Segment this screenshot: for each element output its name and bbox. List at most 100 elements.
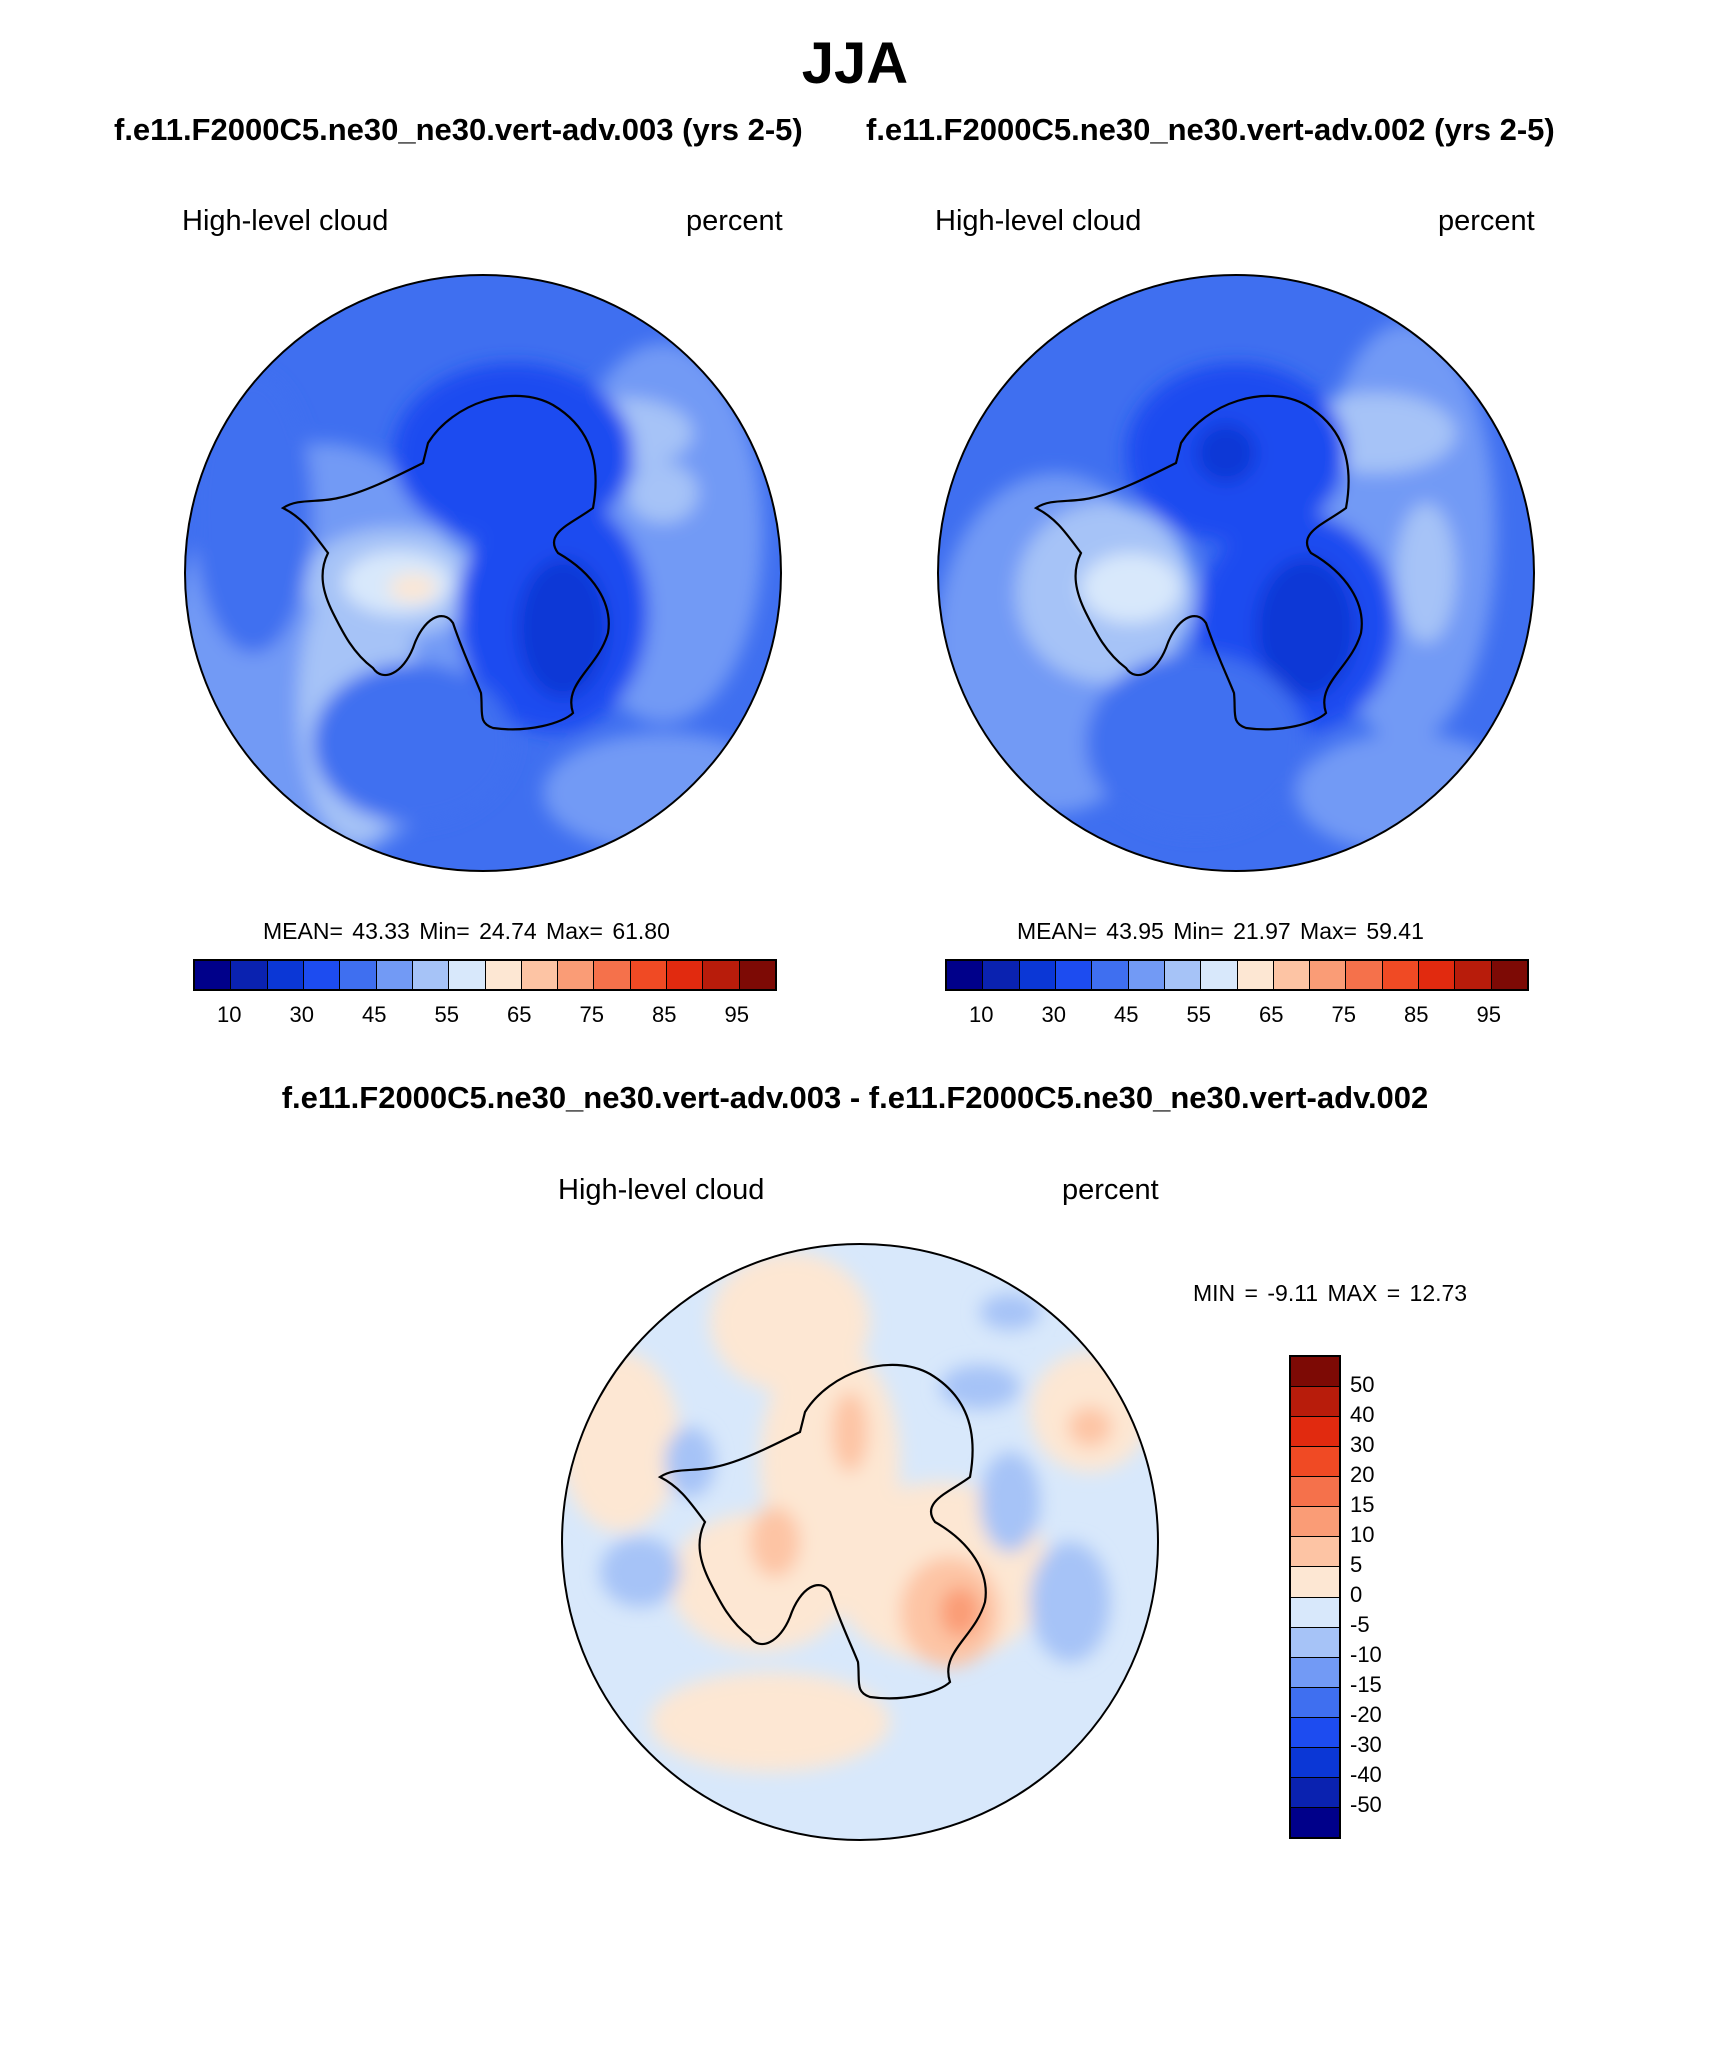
colorbar-case2-swatch	[1164, 961, 1202, 989]
colorbar-case1-tick-label: 55	[434, 1002, 459, 1027]
colorbar-case1-tick-label: 85	[652, 1002, 677, 1027]
colorbar-case2-swatch	[1273, 961, 1311, 989]
colorbar-difference-swatch	[1291, 1777, 1339, 1808]
colorbar-difference-tick-label: 20	[1350, 1462, 1375, 1487]
colorbar-case1-tick-label: 10	[217, 1002, 242, 1027]
colorbar-difference-swatch	[1291, 1687, 1339, 1718]
colorbar-case1-swatch	[739, 961, 775, 989]
colorbar-case1-tick-label: 65	[507, 1002, 532, 1027]
colorbar-difference-swatch	[1291, 1747, 1339, 1778]
colorbar-case1-swatch	[195, 961, 232, 989]
colorbar-difference-tick-label: 5	[1350, 1552, 1363, 1577]
colorbar-difference	[1289, 1355, 1341, 1839]
colorbar-case2-ticks: 10 30 45 55 65 75 85 95	[945, 1002, 1525, 1030]
colorbar-case2-swatch	[1491, 961, 1527, 989]
map-difference	[561, 1243, 1159, 1841]
colorbar-difference-tick-label: 0	[1350, 1582, 1363, 1607]
map-case1-field	[185, 275, 781, 871]
colorbar-case2-tick-label: 75	[1331, 1002, 1356, 1027]
colorbar-case1-swatch	[594, 961, 631, 989]
colorbar-case2-tick-label: 65	[1259, 1002, 1284, 1027]
panel2-variable-label: High-level cloud	[935, 205, 1142, 237]
colorbar-difference-swatch	[1291, 1417, 1339, 1448]
colorbar-case2-swatch	[1419, 961, 1456, 989]
colorbar-difference-swatch	[1291, 1387, 1339, 1418]
colorbar-case2-tick-label: 95	[1476, 1002, 1501, 1027]
colorbar-case1-swatch	[630, 961, 668, 989]
colorbar-difference-tick-label: -20	[1350, 1702, 1382, 1727]
colorbar-case2-tick-label: 10	[969, 1002, 994, 1027]
colorbar-case1-swatch	[703, 961, 740, 989]
panel1-stats: MEAN= 43.33 Min= 24.74 Max= 61.80	[263, 918, 670, 944]
colorbar-case2-tick-label: 85	[1404, 1002, 1429, 1027]
colorbar-case1-swatch	[449, 961, 486, 989]
colorbar-case1-swatch	[303, 961, 341, 989]
colorbar-difference-swatch	[1291, 1537, 1339, 1568]
colorbar-difference-tick-label: 50	[1350, 1372, 1375, 1397]
colorbar-case2-swatch	[1019, 961, 1056, 989]
map-difference-field	[562, 1244, 1158, 1840]
colorbar-difference-swatch	[1291, 1567, 1339, 1598]
colorbar-difference-swatch	[1291, 1627, 1339, 1658]
map-case2-field	[938, 275, 1534, 871]
diff-units-label: percent	[1062, 1174, 1159, 1206]
diff-variable-label: High-level cloud	[558, 1174, 765, 1206]
colorbar-case2-swatch	[1092, 961, 1129, 989]
panel2-stats: MEAN= 43.95 Min= 21.97 Max= 59.41	[1017, 918, 1424, 944]
colorbar-difference-tick-label: -30	[1350, 1732, 1382, 1757]
colorbar-case2-swatch	[1455, 961, 1492, 989]
colorbar-case2-swatch	[1055, 961, 1093, 989]
colorbar-difference-tick-label: 15	[1350, 1492, 1375, 1517]
colorbar-difference-swatch	[1291, 1657, 1339, 1688]
colorbar-difference-swatch	[1291, 1807, 1339, 1837]
colorbar-case1-swatch	[521, 961, 559, 989]
colorbar-case1-swatch	[667, 961, 704, 989]
colorbar-case1-swatch	[231, 961, 268, 989]
colorbar-case1	[193, 959, 777, 991]
colorbar-case2-swatch	[947, 961, 984, 989]
colorbar-difference-tick-label: 30	[1350, 1432, 1375, 1457]
colorbar-case2-tick-label: 30	[1041, 1002, 1066, 1027]
colorbar-case1-tick-label: 45	[362, 1002, 387, 1027]
panel1-variable-label: High-level cloud	[182, 205, 389, 237]
colorbar-case2-tick-label: 55	[1186, 1002, 1211, 1027]
case2-title: f.e11.F2000C5.ne30_ne30.vert-adv.002 (yr…	[866, 112, 1555, 147]
figure-title: JJA	[801, 31, 909, 96]
colorbar-difference-tick-label: -15	[1350, 1672, 1382, 1697]
colorbar-case2-swatch	[1310, 961, 1347, 989]
colorbar-difference-swatch	[1291, 1717, 1339, 1748]
colorbar-case2	[945, 959, 1529, 991]
map-case1	[184, 274, 782, 872]
colorbar-difference-swatch	[1291, 1507, 1339, 1538]
colorbar-difference-swatch	[1291, 1447, 1339, 1478]
colorbar-case2-swatch	[1128, 961, 1165, 989]
colorbar-case2-swatch	[1237, 961, 1274, 989]
colorbar-difference-swatch	[1291, 1597, 1339, 1628]
colorbar-case2-swatch	[1201, 961, 1238, 989]
colorbar-case1-swatch	[558, 961, 595, 989]
colorbar-case1-swatch	[267, 961, 304, 989]
colorbar-difference-tick-label: -10	[1350, 1642, 1382, 1667]
colorbar-difference-tick-label: 10	[1350, 1522, 1375, 1547]
colorbar-case1-ticks: 10 30 45 55 65 75 85 95	[193, 1002, 773, 1030]
colorbar-difference-swatch	[1291, 1477, 1339, 1508]
colorbar-difference-swatch	[1291, 1357, 1339, 1388]
colorbar-case2-swatch	[983, 961, 1020, 989]
colorbar-difference-tick-label: -50	[1350, 1792, 1382, 1817]
panel2-units-label: percent	[1438, 205, 1535, 237]
diff-title: f.e11.F2000C5.ne30_ne30.vert-adv.003 - f…	[281, 1080, 1429, 1115]
colorbar-case2-tick-label: 45	[1114, 1002, 1139, 1027]
colorbar-case1-swatch	[376, 961, 413, 989]
colorbar-case1-swatch	[340, 961, 377, 989]
colorbar-case2-swatch	[1382, 961, 1420, 989]
diff-stats: MIN = -9.11 MAX = 12.73	[1193, 1280, 1468, 1306]
colorbar-case1-swatch	[412, 961, 450, 989]
colorbar-difference-tick-label: -5	[1350, 1612, 1370, 1637]
colorbar-case1-swatch	[485, 961, 522, 989]
panel1-units-label: percent	[686, 205, 783, 237]
colorbar-difference-tick-label: 40	[1350, 1402, 1375, 1427]
colorbar-case1-tick-label: 95	[724, 1002, 749, 1027]
colorbar-difference-tick-label: -40	[1350, 1762, 1382, 1787]
case1-title: f.e11.F2000C5.ne30_ne30.vert-adv.003 (yr…	[114, 112, 803, 147]
colorbar-case2-swatch	[1346, 961, 1383, 989]
